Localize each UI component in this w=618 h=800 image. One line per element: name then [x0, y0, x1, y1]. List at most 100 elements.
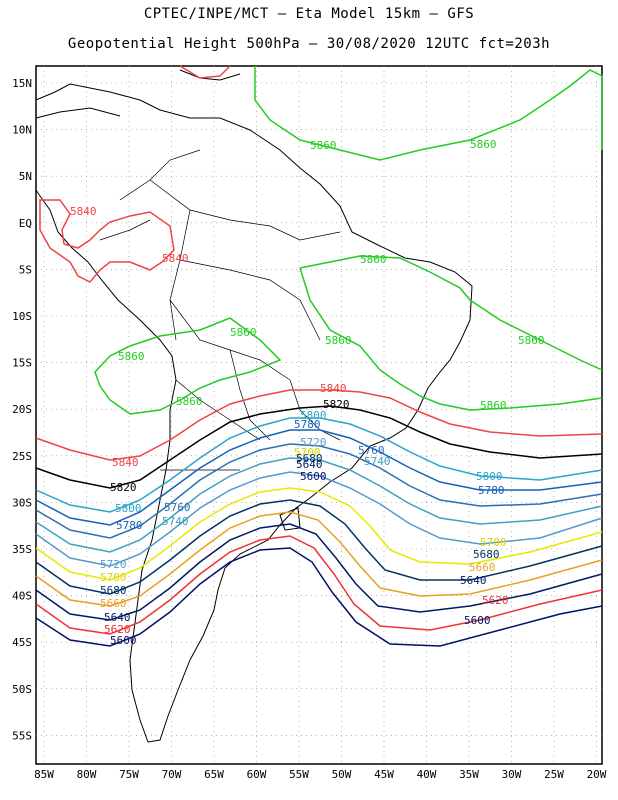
lat-label: 40S [12, 590, 32, 603]
lon-label: 75W [119, 768, 139, 781]
lat-label: 5N [19, 170, 32, 183]
caribbean-islands [179, 69, 241, 81]
label-5860-f: 5860 [518, 334, 545, 347]
lon-label: 20W [587, 768, 607, 781]
label-5740-a: 5740 [162, 515, 189, 528]
lon-label: 50W [332, 768, 352, 781]
contour-5820 [35, 405, 603, 489]
lat-label: 45S [12, 636, 32, 649]
label-5780-b: 5780 [116, 519, 143, 532]
lon-label: 30W [502, 768, 522, 781]
label-5620-b: 5620 [482, 594, 509, 607]
label-5700-c: 5700 [480, 536, 507, 549]
lon-label: 65W [204, 768, 224, 781]
map-title-line1: CPTEC/INPE/MCT – Eta Model 15km – GFS [143, 6, 475, 22]
label-5680-b: 5680 [100, 584, 127, 597]
label-5760-a: 5760 [164, 501, 191, 514]
lat-label: 55S [12, 729, 32, 742]
label-5840-d: 5840 [112, 456, 139, 469]
lon-label: 60W [247, 768, 267, 781]
lon-label: 55W [289, 768, 309, 781]
label-5720-b: 5720 [100, 558, 127, 571]
label-5600-a: 5600 [300, 470, 327, 483]
label-5820-a: 5820 [323, 398, 350, 411]
contour-5840-north [179, 65, 231, 79]
lon-label: 35W [459, 768, 479, 781]
label-5620-a: 5620 [104, 623, 131, 636]
contour-lines [35, 65, 603, 647]
contour-5860-east [299, 255, 603, 371]
label-5600-b: 5600 [110, 634, 137, 647]
contour-5840 [35, 389, 603, 461]
contour-5760 [35, 443, 603, 539]
lat-label: 15S [12, 357, 32, 370]
label-5820-b: 5820 [110, 481, 137, 494]
south-america-coast [35, 83, 473, 743]
label-5860-a: 5860 [310, 139, 337, 152]
contour-5640 [35, 523, 603, 621]
lat-label: 20S [12, 403, 32, 416]
contour-5840-amazon [39, 199, 175, 283]
longitude-labels: 85W 80W 75W 70W 65W 60W 55W 50W 45W 40W 35W 30W 25W 2… [34, 768, 607, 781]
label-5800-a: 5800 [300, 409, 327, 422]
contour-5860-mid [299, 267, 603, 411]
lon-label: 25W [544, 768, 564, 781]
label-5860-c: 5860 [360, 253, 387, 266]
label-5860-e: 5860 [325, 334, 352, 347]
label-5660-b: 5660 [469, 561, 496, 574]
label-5740-b: 5740 [364, 455, 391, 468]
contour-labels: 5860 5860 5860 5860 5860 5860 5860 5860 … [70, 138, 545, 647]
contour-5860-north [254, 66, 603, 161]
label-5800-b: 5800 [115, 502, 142, 515]
label-5840-b: 5840 [162, 252, 189, 265]
label-5680-a: 5680 [296, 452, 323, 465]
label-5780-c: 5780 [478, 484, 505, 497]
label-5780-a: 5780 [294, 418, 321, 431]
lat-label: 5S [19, 263, 32, 276]
panama-coast [35, 107, 121, 119]
label-5700-b: 5700 [100, 571, 127, 584]
label-5840-c: 5840 [320, 382, 347, 395]
contour-5660 [35, 511, 603, 607]
contour-5800 [35, 417, 603, 513]
contour-5740 [35, 457, 603, 553]
label-5660-a: 5660 [100, 597, 127, 610]
lat-label: 25S [12, 450, 32, 463]
latitude-labels: 15N 10N 5N EQ 5S 10S 15S 20S 25S 30S 35S 40S 45S 50S 5… [12, 77, 32, 742]
label-5640-b: 5640 [104, 611, 131, 624]
lat-label: 30S [12, 496, 32, 509]
label-5860-i: 5860 [480, 399, 507, 412]
label-5860-g: 5860 [118, 350, 145, 363]
label-5600-c: 5600 [464, 614, 491, 627]
lat-label: 35S [12, 543, 32, 556]
label-5860-h: 5860 [176, 395, 203, 408]
label-5640-a: 5640 [296, 458, 323, 471]
lon-label: 45W [374, 768, 394, 781]
contour-5600 [35, 547, 603, 647]
map-frame [35, 65, 603, 765]
contour-5700 [35, 487, 603, 581]
label-5680-c: 5680 [473, 548, 500, 561]
lat-label: 10S [12, 310, 32, 323]
contour-5720 [35, 471, 603, 567]
lat-label: 15N [12, 77, 32, 90]
lon-label: 80W [77, 768, 97, 781]
lon-label: 40W [417, 768, 437, 781]
label-5840-a: 5840 [70, 205, 97, 218]
country-borders [99, 149, 341, 471]
label-5720-a: 5720 [300, 436, 327, 449]
lat-label: EQ [19, 217, 32, 230]
label-5800-c: 5800 [476, 470, 503, 483]
map-title-line2: Geopotential Height 500hPa – 30/08/2020 … [67, 36, 551, 52]
label-5700-a: 5700 [294, 446, 321, 459]
lon-label: 85W [34, 768, 54, 781]
contour-5680 [35, 499, 603, 595]
lon-label: 70W [162, 768, 182, 781]
contour-5620 [35, 535, 603, 635]
lat-label: 10N [12, 124, 32, 137]
label-5860-b: 5860 [470, 138, 497, 151]
contour-5860-west [94, 317, 282, 415]
label-5860-d: 5860 [230, 326, 257, 339]
label-5760-b: 5760 [358, 444, 385, 457]
